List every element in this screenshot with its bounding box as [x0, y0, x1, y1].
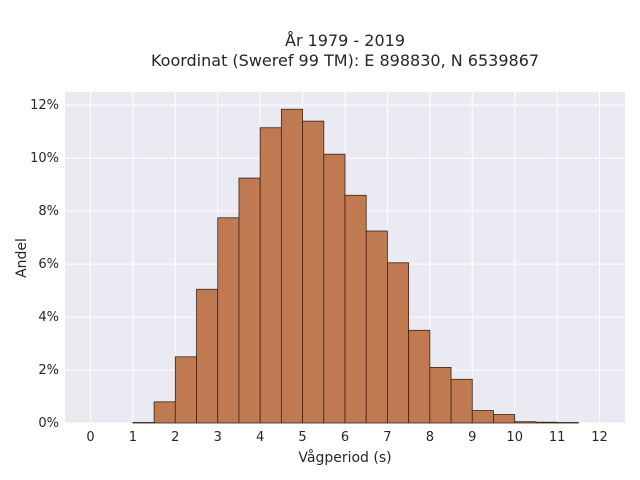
- x-tick-label: 5: [298, 430, 306, 445]
- histogram-bar: [196, 288, 219, 424]
- y-tick-label: 2%: [38, 363, 59, 378]
- x-tick-label: 10: [506, 430, 523, 445]
- bars: [132, 108, 579, 424]
- x-tick-label: 6: [341, 430, 349, 445]
- y-tick-label: 0%: [38, 416, 59, 431]
- histogram-bar: [238, 177, 261, 424]
- y-tick-label: 4%: [38, 310, 59, 325]
- histogram-bar: [344, 194, 367, 424]
- histogram-bar: [471, 410, 494, 424]
- histogram-bar: [556, 422, 579, 424]
- histogram-bar: [408, 329, 431, 424]
- histogram-bar: [323, 153, 346, 424]
- x-tick-label: 4: [256, 430, 264, 445]
- x-tick-label: 0: [86, 430, 94, 445]
- histogram-bar: [450, 378, 473, 424]
- histogram-bar: [217, 217, 240, 424]
- histogram-bar: [493, 414, 516, 424]
- histogram-bar: [174, 356, 197, 424]
- y-axis-ticks: 0% 2% 4% 6% 8% 10% 12%: [30, 98, 59, 431]
- histogram-bar: [535, 421, 558, 424]
- x-tick-label: 7: [383, 430, 391, 445]
- x-tick-label: 2: [171, 430, 179, 445]
- x-tick-label: 9: [468, 430, 476, 445]
- histogram-bar: [429, 366, 452, 424]
- x-tick-label: 11: [549, 430, 566, 445]
- x-tick-label: 12: [591, 430, 608, 445]
- y-tick-label: 12%: [30, 98, 59, 113]
- x-tick-label: 8: [426, 430, 434, 445]
- histogram-bar: [153, 401, 176, 424]
- y-tick-label: 6%: [38, 257, 59, 272]
- y-tick-label: 10%: [30, 151, 59, 166]
- x-axis-ticks: 0 1 2 3 4 5 6 7 8 9 10 11 12: [86, 430, 608, 445]
- x-axis-label: Vågperiod (s): [298, 449, 391, 466]
- histogram-bar: [365, 230, 388, 424]
- histogram-bar: [259, 127, 282, 424]
- histogram-bar: [132, 422, 155, 424]
- histogram-bar: [387, 262, 410, 424]
- histogram-bar: [514, 421, 537, 424]
- x-tick-label: 3: [214, 430, 222, 445]
- chart-title-line1: År 1979 - 2019: [285, 31, 405, 50]
- histogram-bar: [280, 108, 303, 424]
- y-tick-label: 8%: [38, 204, 59, 219]
- y-axis-label: Andel: [14, 238, 30, 278]
- chart-title-line2: Koordinat (Sweref 99 TM): E 898830, N 65…: [151, 51, 539, 70]
- x-tick-label: 1: [129, 430, 137, 445]
- histogram-bar: [302, 120, 325, 424]
